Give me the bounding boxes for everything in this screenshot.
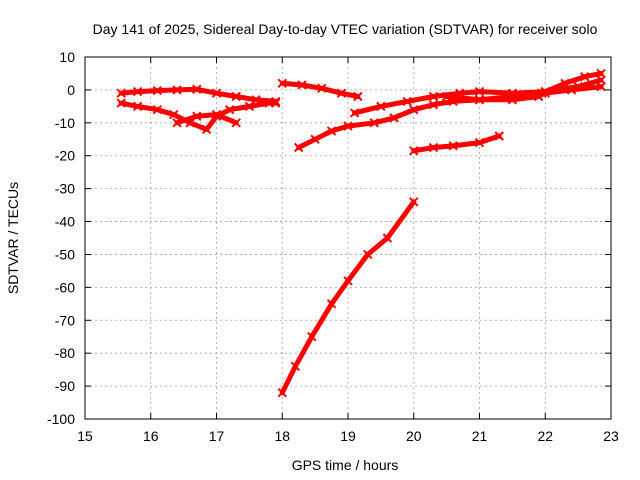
series-line-arc-8 (539, 71, 604, 96)
data-point (132, 101, 143, 112)
y-tick-label: -30 (55, 181, 75, 197)
x-axis-label: GPS time / hours (292, 457, 399, 473)
y-tick-label: -70 (55, 312, 75, 328)
data-point (172, 118, 182, 128)
data-point (132, 86, 143, 97)
data-point (428, 100, 439, 110)
data-point (277, 78, 287, 89)
data-point (441, 91, 452, 102)
x-tick-label: 15 (77, 428, 93, 444)
data-point (231, 118, 241, 128)
ticks-layer (84, 56, 612, 420)
y-tick-label: -10 (55, 115, 75, 131)
labels-layer: 15 16 17 18 19 20 21 22 23 10 0 -10 -20 -30 -40 -50 -60 -… (47, 49, 619, 444)
data-point (474, 95, 485, 105)
data-point (537, 88, 547, 98)
data-point (382, 233, 393, 243)
data-point (579, 72, 590, 82)
data-point (277, 387, 287, 398)
series-layer (116, 68, 606, 398)
data-point (376, 101, 386, 112)
data-point (428, 142, 439, 153)
data-point (310, 134, 320, 144)
y-tick-label: -50 (55, 246, 75, 262)
data-point (349, 108, 360, 118)
data-point (474, 86, 485, 97)
data-point (224, 104, 235, 115)
data-point (336, 88, 347, 98)
data-point (326, 126, 337, 136)
data-point (474, 137, 485, 148)
data-point (152, 104, 163, 115)
data-point (152, 85, 163, 96)
data-point (169, 109, 179, 120)
x-tick-label: 21 (472, 428, 488, 444)
data-point (270, 96, 281, 107)
data-point (409, 197, 419, 207)
data-point (316, 83, 327, 93)
data-point (251, 95, 261, 105)
y-tick-label: -90 (55, 378, 75, 394)
data-point (353, 91, 363, 102)
data-point (369, 118, 380, 128)
data-point (211, 109, 222, 120)
y-axis-label: SDTVAR / TECUs (5, 182, 21, 294)
data-point (573, 81, 583, 92)
y-tick-label: -100 (47, 411, 75, 427)
data-point (596, 68, 606, 79)
series-line-arc-7 (444, 94, 542, 103)
data-point (560, 78, 570, 89)
data-point (507, 95, 518, 105)
data-point (343, 276, 353, 286)
data-point (363, 249, 373, 260)
data-point (116, 88, 126, 98)
x-tick-label: 16 (143, 428, 159, 444)
y-tick-label: 0 (67, 82, 75, 98)
data-point (293, 142, 304, 153)
data-point (409, 146, 419, 156)
y-tick-label: -20 (55, 148, 75, 164)
series-line-arc-3 (174, 112, 239, 126)
x-tick-label: 18 (274, 428, 290, 444)
x-tick-label: 20 (406, 428, 422, 444)
data-point (290, 361, 301, 372)
data-point (211, 88, 222, 98)
data-point (172, 85, 182, 95)
data-point (307, 332, 317, 342)
x-tick-label: 19 (340, 428, 356, 444)
chart-title: Day 141 of 2025, Sidereal Day-to-day VTE… (93, 21, 598, 37)
data-point (343, 121, 353, 131)
data-point (231, 91, 241, 102)
data-point (326, 299, 337, 309)
x-tick-label: 23 (603, 428, 619, 444)
data-point (494, 131, 504, 141)
data-point (409, 104, 419, 115)
data-point (297, 80, 307, 90)
x-tick-label: 22 (537, 428, 553, 444)
y-tick-label: 10 (59, 49, 75, 65)
data-point (448, 141, 458, 151)
x-tick-label: 17 (209, 428, 225, 444)
y-tick-label: -80 (55, 345, 75, 361)
data-point (201, 124, 212, 135)
data-point (402, 96, 412, 107)
y-tick-label: -60 (55, 279, 75, 295)
data-point (192, 84, 202, 94)
data-point (389, 113, 399, 123)
data-point (116, 98, 126, 108)
data-point (192, 111, 202, 121)
y-tick-label: -40 (55, 214, 75, 230)
series-line-arc-6 (352, 77, 604, 116)
data-point (428, 91, 439, 102)
